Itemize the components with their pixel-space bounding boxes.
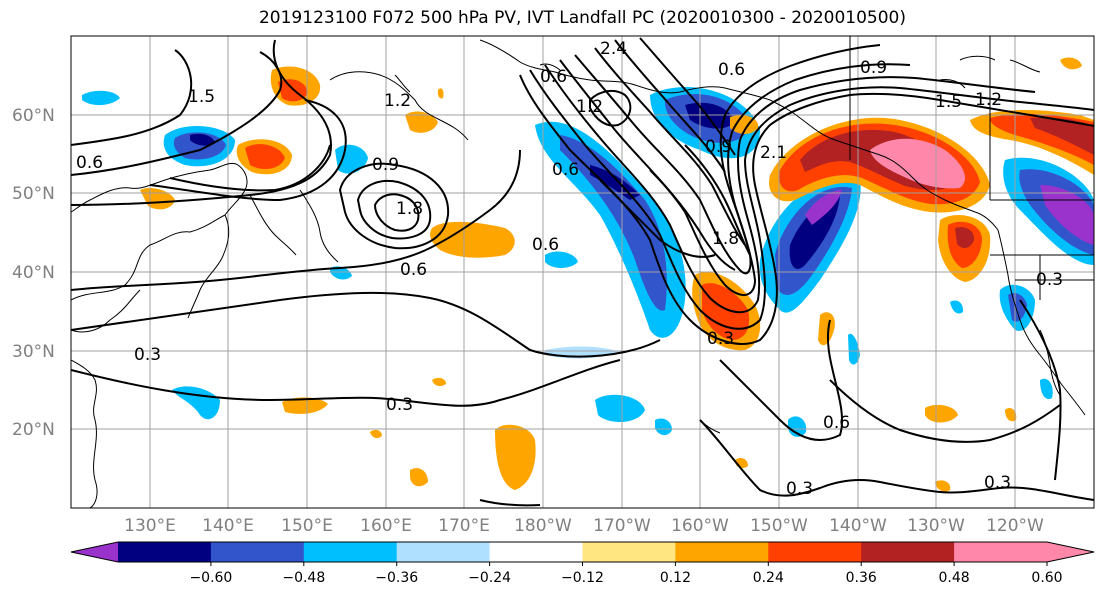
- lon-label: 180°W: [514, 516, 572, 536]
- colorbar-segment: [396, 542, 491, 562]
- contour-label: 1.8: [396, 199, 423, 219]
- lat-label-50n: 50°N: [12, 184, 55, 204]
- lon-label: 160°W: [671, 516, 729, 536]
- contour-label: 0.6: [400, 260, 427, 280]
- lon-label: 150°E: [281, 516, 333, 536]
- graticule: [71, 36, 1094, 508]
- colorbar-segment: [768, 542, 862, 562]
- lat-label-30n: 30°N: [12, 342, 55, 362]
- contour-label: 0.3: [1036, 270, 1063, 290]
- contour-label: 0.9: [372, 155, 399, 175]
- contour-label: 0.6: [552, 160, 579, 180]
- colorbar-tick-label: 0.36: [846, 570, 877, 586]
- contour-label: 0.6: [76, 153, 103, 173]
- colorbar-max-extension: [1047, 542, 1094, 562]
- colorbar-segment: [118, 542, 212, 562]
- contour-label: 2.4: [600, 39, 627, 59]
- lon-label: 120°W: [986, 516, 1044, 536]
- contour-label: 0.6: [540, 67, 567, 87]
- map-title: 2019123100 F072 500 hPa PV, IVT Landfall…: [258, 8, 906, 28]
- lon-label: 160°E: [360, 516, 412, 536]
- contour-label: 2.1: [760, 143, 787, 163]
- contour-label: 0.6: [823, 413, 850, 433]
- colorbar-tick-label: −0.60: [189, 570, 232, 586]
- pv-contours: [71, 37, 1094, 507]
- contour-label: 0.3: [134, 345, 161, 365]
- colorbar-tick-label: 0.12: [660, 570, 691, 586]
- map-content: 2.4 0.6 0.9 1.5 1.2 0.6 1.5 1.2 0.9 0.6 …: [71, 36, 1094, 508]
- contour-label: 0.6: [718, 60, 745, 80]
- lon-label: 130°E: [124, 516, 176, 536]
- latitude-labels: 60°N 50°N 40°N 30°N 20°N: [12, 106, 55, 440]
- lon-label: 170°E: [438, 516, 490, 536]
- colorbar-segment: [954, 542, 1048, 562]
- lon-label: 140°W: [829, 516, 887, 536]
- colorbar-min-extension: [71, 542, 118, 562]
- longitude-labels: 130°E 140°E 150°E 160°E 170°E 180°W 170°…: [124, 516, 1044, 536]
- colorbar-segment: [675, 542, 769, 562]
- contour-labels: 2.4 0.6 0.9 1.5 1.2 0.6 1.5 1.2 0.9 0.6 …: [76, 39, 1063, 499]
- contour-label: 1.5: [935, 92, 962, 112]
- contour-label: 1.2: [975, 90, 1002, 110]
- lat-label-20n: 20°N: [12, 420, 55, 440]
- contour-label: 1.5: [188, 87, 215, 107]
- lon-label: 140°E: [202, 516, 254, 536]
- contour-label: 0.3: [707, 329, 734, 349]
- coastlines: [71, 36, 1094, 508]
- lat-label-40n: 40°N: [12, 263, 55, 283]
- contour-label: 0.3: [786, 479, 813, 499]
- colorbar-segment: [489, 542, 583, 562]
- lon-label: 130°W: [907, 516, 965, 536]
- contour-label: 1.8: [712, 229, 739, 249]
- colorbar-tick-label: −0.48: [282, 570, 325, 586]
- colorbar-tick-label: 0.48: [939, 570, 970, 586]
- contour-label: 0.3: [386, 395, 413, 415]
- lat-label-60n: 60°N: [12, 106, 55, 126]
- colorbar-tick-label: −0.36: [375, 570, 418, 586]
- map-frame: [70, 35, 1095, 509]
- lon-label: 150°W: [750, 516, 808, 536]
- colorbar-segment: [582, 542, 676, 562]
- contour-label: 1.2: [576, 97, 603, 117]
- colorbar-tick-label: 0.60: [1031, 570, 1062, 586]
- colorbar-segment: [861, 542, 955, 562]
- colorbar-tick-label: 0.24: [753, 570, 784, 586]
- ivt-shading: [82, 57, 1094, 492]
- colorbar-segment: [303, 542, 398, 562]
- contour-label: 0.3: [984, 473, 1011, 493]
- colorbar-tick-label: −0.12: [561, 570, 604, 586]
- colorbar-segment: [210, 542, 305, 562]
- contour-label: 0.9: [860, 58, 887, 78]
- lon-label: 170°W: [593, 516, 651, 536]
- colorbar-tick-label: −0.24: [468, 570, 511, 586]
- colorbar: −0.60 −0.48 −0.36 −0.24 −0.12 0.12 0.24 0.36 0.4…: [70, 541, 1095, 586]
- contour-label: 0.9: [705, 137, 732, 157]
- contour-label: 1.2: [384, 91, 411, 111]
- contour-label: 0.6: [532, 235, 559, 255]
